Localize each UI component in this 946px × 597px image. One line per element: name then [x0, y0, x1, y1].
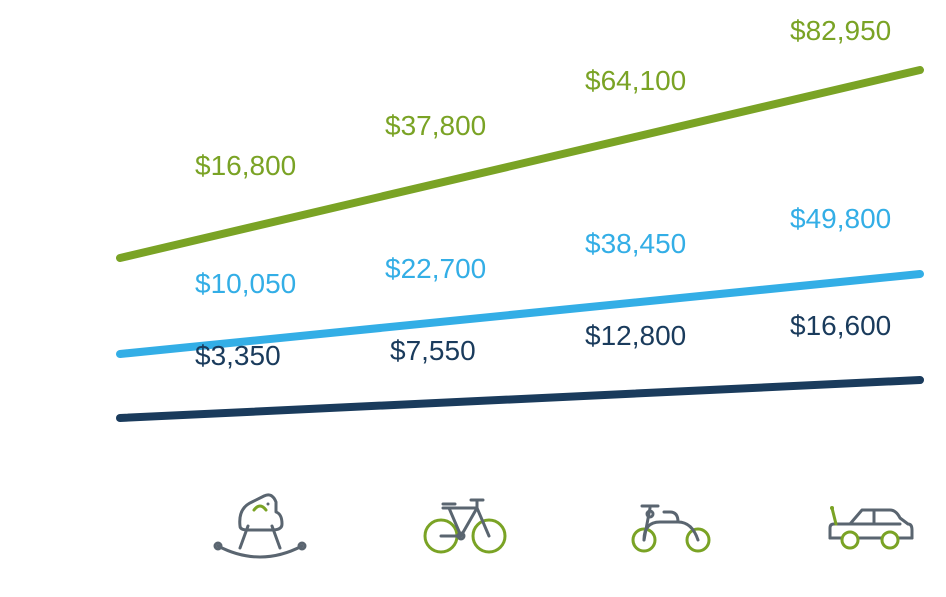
value-label: $16,800 [195, 150, 296, 182]
value-label: $37,800 [385, 110, 486, 142]
value-label: $12,800 [585, 320, 686, 352]
value-label: $10,050 [195, 268, 296, 300]
chart-lines [0, 0, 946, 470]
value-label: $7,550 [390, 335, 476, 367]
value-label: $49,800 [790, 203, 891, 235]
car-icon [820, 478, 920, 558]
value-label: $3,350 [195, 340, 281, 372]
scooter-icon [620, 478, 720, 558]
value-label: $16,600 [790, 310, 891, 342]
value-label: $38,450 [585, 228, 686, 260]
rocking-horse-icon [210, 478, 310, 558]
value-label: $82,950 [790, 15, 891, 47]
value-label: $64,100 [585, 65, 686, 97]
series-line-bottom [120, 380, 920, 418]
growth-chart: $16,800 $37,800 $64,100 $82,950 $10,050 … [0, 0, 946, 597]
value-label: $22,700 [385, 253, 486, 285]
bicycle-icon [415, 478, 515, 558]
